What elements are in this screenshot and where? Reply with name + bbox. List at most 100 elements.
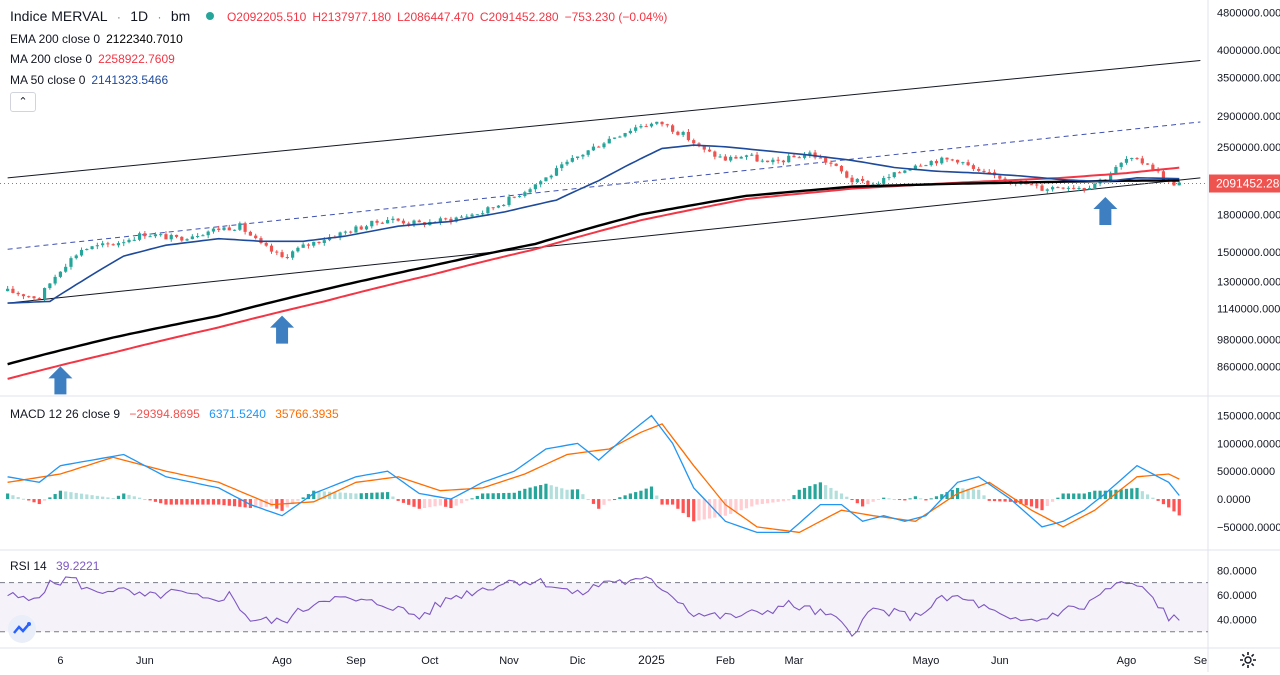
candle-body — [1040, 185, 1044, 191]
macd-hist-bar — [882, 497, 886, 500]
macd-hist-bar — [808, 486, 812, 500]
macd-hist-bar — [1177, 499, 1181, 516]
macd-hist-bar — [945, 492, 949, 500]
macd-hist-bar — [470, 498, 474, 500]
candle-body — [206, 231, 210, 236]
candle-body — [766, 160, 770, 163]
candle-body — [797, 157, 801, 159]
candle-body — [570, 158, 574, 162]
macd-legend[interactable]: MACD 12 26 close 9 −29394.8695 6371.5240… — [10, 406, 345, 422]
macd-hist-bar — [106, 497, 110, 500]
macd-hist-bar — [940, 494, 944, 500]
macd-hist-bar — [676, 499, 680, 509]
interval-label[interactable]: 1D — [130, 8, 149, 24]
time-tick-label: Oct — [421, 655, 438, 667]
symbol-title[interactable]: Indice MERVAL — [10, 8, 108, 24]
candle-body — [227, 227, 231, 231]
candle-body — [818, 157, 822, 159]
price-tick-label: 3500000.0000 — [1217, 72, 1280, 84]
macd-hist-bar — [343, 492, 348, 500]
macd-hist-bar — [517, 490, 522, 500]
candle-body — [143, 233, 147, 237]
candle-body — [407, 223, 411, 225]
candle-body — [116, 243, 121, 246]
macd-hist-bar — [591, 499, 596, 504]
macd-hist-bar — [1124, 488, 1129, 500]
macd-hist-bar — [243, 499, 247, 508]
macd-hist-bar — [1103, 490, 1107, 500]
candle-body — [37, 298, 41, 300]
macd-hist-bar — [74, 492, 78, 500]
candle-body — [48, 283, 52, 289]
low-value: L2086447.470 — [397, 10, 474, 24]
time-tick-label: Nov — [499, 655, 519, 667]
gear-icon[interactable] — [1238, 650, 1258, 670]
close-value: C2091452.280 — [479, 10, 559, 24]
macd-hist-bar — [269, 499, 274, 507]
candle-body — [887, 177, 891, 179]
candle-body — [264, 243, 268, 246]
candle-body — [882, 177, 886, 184]
macd-hist-bar — [53, 494, 57, 500]
macd-hist-bar — [612, 499, 617, 501]
last-price-label: 2091452.280 — [1216, 177, 1280, 191]
macd-hist-bar — [153, 499, 158, 502]
macd-tick-label: 100000.0000 — [1217, 438, 1280, 450]
candle-body — [11, 288, 15, 293]
candle-body — [707, 149, 712, 152]
macd-hist-bar — [718, 499, 722, 517]
exchange-label: bm — [170, 8, 191, 24]
arrow-up-icon — [48, 366, 73, 395]
macd-hist-bar — [697, 499, 701, 521]
macd-hist-bar — [386, 492, 390, 500]
candle-body — [1135, 158, 1139, 160]
candle-body — [201, 235, 205, 237]
macd-hist-bar — [570, 489, 574, 500]
macd-hist-bar — [301, 497, 305, 500]
macd-hist-bar — [116, 495, 121, 500]
macd-hist-bar — [238, 499, 242, 507]
macd-hist-value: −29394.8695 — [129, 407, 200, 421]
candle-body — [618, 136, 622, 138]
candle-body — [560, 164, 564, 169]
macd-hist-bar — [750, 499, 754, 507]
candle-body — [602, 143, 606, 148]
change-value: −753.230 (−0.04%) — [564, 10, 668, 24]
ma50-legend[interactable]: MA 50 close 0 2141323.5466 — [10, 72, 174, 88]
candle-body — [781, 160, 786, 163]
candle-body — [1050, 187, 1055, 190]
candle-body — [42, 288, 47, 300]
candle-body — [971, 165, 976, 169]
candle-body — [866, 180, 870, 186]
candle-body — [317, 241, 321, 243]
candle-body — [750, 154, 754, 156]
ma50-line — [7, 144, 1180, 304]
candle-body — [649, 123, 654, 127]
candle-body — [892, 172, 896, 178]
macd-hist-bar — [998, 499, 1002, 502]
candle-body — [396, 218, 400, 221]
time-tick-label: 6 — [57, 655, 63, 667]
ma200-legend[interactable]: MA 200 close 0 2258922.7609 — [10, 51, 181, 67]
macd-hist-bar — [359, 493, 363, 500]
macd-hist-bar — [380, 492, 384, 500]
macd-hist-bar — [433, 499, 437, 507]
ema200-legend[interactable]: EMA 200 close 0 2122340.7010 — [10, 31, 189, 47]
candle-body — [248, 231, 253, 236]
macd-hist-bar — [180, 499, 184, 505]
macd-hist-bar — [860, 499, 865, 507]
candle-body — [196, 235, 200, 237]
macd-hist-bar — [1040, 499, 1044, 511]
candle-body — [438, 218, 442, 223]
collapse-legend-button[interactable]: ⌃ — [10, 92, 36, 112]
macd-hist-bar — [824, 485, 828, 500]
candle-body — [1082, 188, 1086, 190]
macd-hist-bar — [1024, 499, 1028, 506]
macd-hist-bar — [908, 498, 912, 500]
macd-hist-bar — [259, 499, 263, 508]
candle-body — [945, 157, 949, 160]
candle-body — [465, 216, 469, 218]
tradingview-logo[interactable] — [8, 615, 36, 643]
rsi-legend[interactable]: RSI 14 39.2221 — [10, 558, 105, 574]
